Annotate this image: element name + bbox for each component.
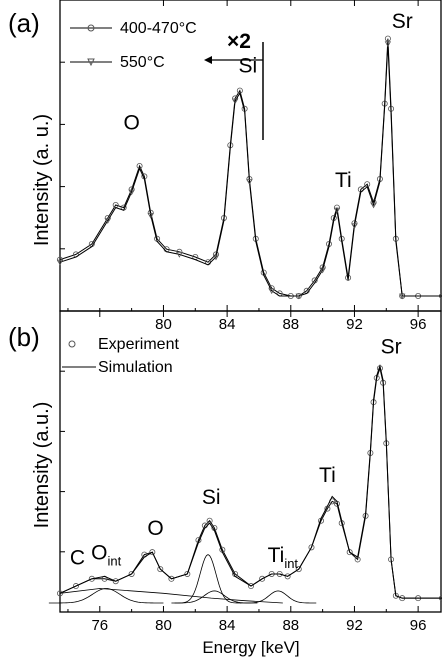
legend-label-2: Simulation <box>98 359 173 376</box>
legend-label-1: Experiment <box>98 336 179 353</box>
data-point <box>157 566 164 573</box>
peak-label-2: Si <box>238 54 257 77</box>
legend-marker-2 <box>87 58 95 67</box>
x-tick-label-84: 84 <box>219 617 236 634</box>
peak-label-4: Si <box>202 486 221 509</box>
data-point <box>176 251 183 258</box>
x-tick-label-92: 92 <box>346 316 363 333</box>
data-point <box>319 267 326 274</box>
legend-label-2: 550°C <box>120 54 165 71</box>
data-point <box>384 41 392 48</box>
scale-annotation: ×2 <box>227 30 251 53</box>
data-point <box>399 293 406 300</box>
data-point <box>384 35 391 42</box>
peak-label-3: O <box>147 517 163 540</box>
data-point <box>259 575 266 582</box>
x-tick-label-76: 76 <box>91 617 108 634</box>
data-point <box>231 98 239 105</box>
x-tick-label-92: 92 <box>346 617 363 634</box>
data-point <box>268 288 275 295</box>
panel-b: 76 80 84 88 92 96 (b) Intensity (a.u.) Energy [k… <box>8 310 442 657</box>
x-axis-label: Energy [keV] <box>202 638 299 657</box>
series-line-1 <box>59 38 442 297</box>
data-point <box>112 578 119 585</box>
y-axis-label: Intensity (a.u.) <box>31 402 53 529</box>
panel-letter: (b) <box>8 322 40 352</box>
peak-label-5: Tiint <box>268 544 299 571</box>
data-point <box>246 179 253 185</box>
data-point <box>128 189 135 196</box>
data-point <box>346 549 353 556</box>
x-tick-label-88: 88 <box>282 617 299 634</box>
component-peak-1 <box>48 588 164 604</box>
data-point <box>295 293 302 300</box>
x-tick-label-84: 84 <box>219 316 236 333</box>
data-point <box>284 573 291 580</box>
peak-label-subscript: int <box>284 556 298 571</box>
data-point <box>247 583 254 590</box>
series-line-2 <box>59 43 442 297</box>
y-axis-label: Intensity (a. u.) <box>31 114 53 246</box>
x-tick-label-96: 96 <box>410 617 427 634</box>
legend-marker-1 <box>68 340 76 348</box>
data-point <box>308 544 315 551</box>
peak-label-subscript: int <box>107 553 121 568</box>
peak-label-7: Sr <box>381 336 402 359</box>
legend-label-1: 400-470°C <box>120 20 197 37</box>
peak-label-3: Ti <box>335 169 352 192</box>
panel-letter: (a) <box>8 8 40 38</box>
data-point <box>149 549 156 556</box>
x-tick-label-96: 96 <box>410 316 427 333</box>
data-point <box>333 207 341 214</box>
x-tick-label-80: 80 <box>155 617 172 634</box>
data-point <box>168 575 175 582</box>
component-peak-2 <box>174 554 242 604</box>
peak-label-6: Ti <box>319 464 336 487</box>
data-point <box>57 590 64 597</box>
scale-arrow-head <box>204 56 212 64</box>
component-peak-4 <box>239 590 317 604</box>
x-tick-label-88: 88 <box>282 316 299 333</box>
data-point <box>212 254 220 261</box>
component-peak-3 <box>171 590 258 604</box>
data-point <box>370 202 377 209</box>
peak-label-1: O <box>123 112 139 135</box>
series-line-2 <box>59 363 442 599</box>
peak-label-1: C <box>70 546 85 569</box>
data-point <box>104 218 111 224</box>
peak-label-4: Sr <box>392 10 413 33</box>
data-point <box>147 212 154 219</box>
data-point <box>184 570 191 577</box>
data-point <box>128 570 135 577</box>
plot-frame <box>59 310 442 613</box>
data-point <box>56 259 64 266</box>
data-point <box>72 583 79 590</box>
legend-marker-1 <box>87 24 95 32</box>
data-point <box>295 566 302 573</box>
simulation-baseline <box>59 588 283 604</box>
x-tick-label-80: 80 <box>155 316 172 333</box>
peak-label-2: Oint <box>91 541 121 568</box>
panel-a: 80 84 88 92 96 (a) Intensity (a. u.) 400-470°C 5… <box>8 0 442 333</box>
data-point <box>351 223 358 230</box>
